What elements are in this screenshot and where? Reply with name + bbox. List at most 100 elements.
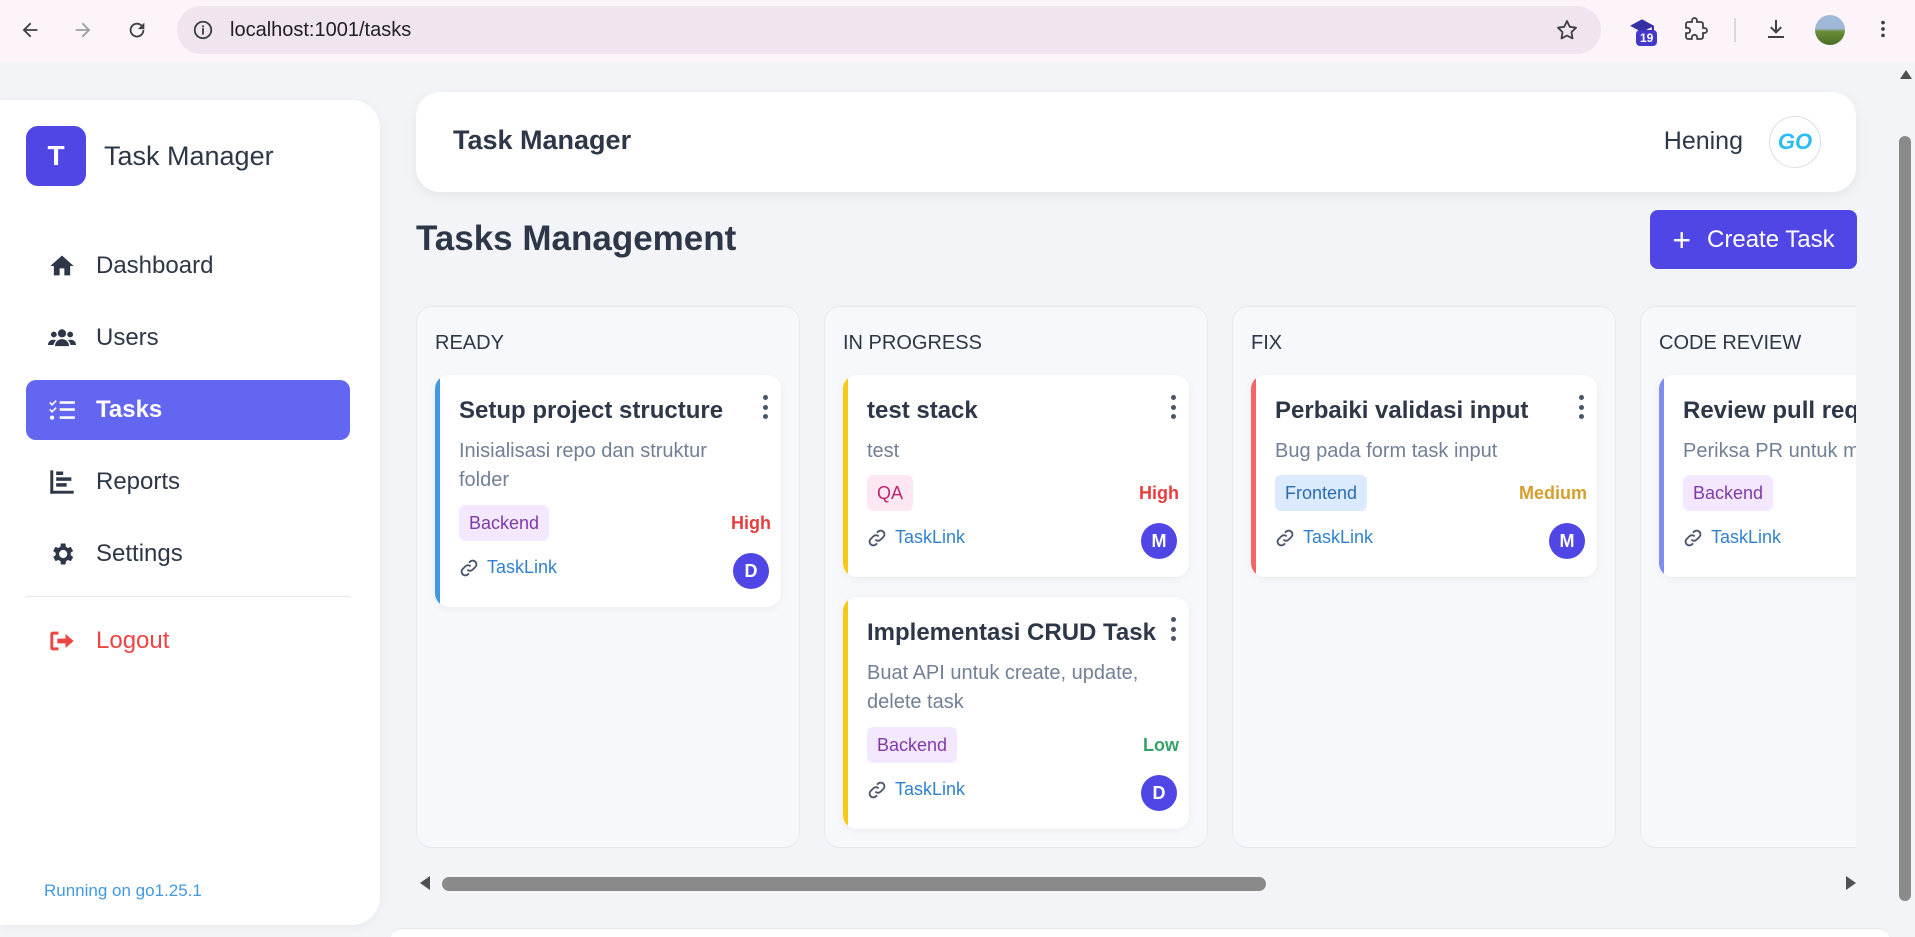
plus-icon: + [1672, 221, 1692, 258]
bookmark-star-icon[interactable] [1555, 18, 1579, 42]
kanban-board: READY Setup project structure Inisialisa… [416, 306, 1856, 848]
task-link[interactable]: TaskLink [867, 779, 965, 800]
card-menu-button[interactable] [761, 395, 769, 419]
assignee-avatar[interactable]: D [733, 553, 769, 589]
card-status-bar [1251, 375, 1256, 577]
card-description: Inisialisasi repo dan struktur folder [459, 440, 707, 491]
card-description: Periksa PR untuk merge [1683, 440, 1856, 462]
task-link[interactable]: TaskLink [867, 527, 965, 548]
card-tag: Frontend [1275, 475, 1368, 511]
card-menu-button[interactable] [1577, 395, 1585, 419]
user-name[interactable]: Hening [1663, 127, 1743, 155]
home-icon [50, 255, 74, 276]
card-status-bar [843, 375, 848, 577]
back-button[interactable] [8, 8, 52, 52]
sidebar-item-reports[interactable]: Reports [26, 452, 350, 512]
task-card[interactable]: Setup project structure Inisialisasi rep… [435, 375, 781, 607]
sidebar-item-dashboard[interactable]: Dashboard [26, 236, 350, 296]
sidebar-item-users[interactable]: Users [26, 308, 350, 368]
puzzle-icon [1685, 17, 1708, 40]
column-in-progress: IN PROGRESS test stack test QA High Task… [824, 306, 1208, 848]
runtime-version: Running on go1.25.1 [44, 881, 202, 900]
reload-button[interactable] [115, 8, 159, 52]
card-status-bar [1659, 375, 1664, 577]
extension-badge: 19 [1636, 30, 1658, 46]
dot-icon [1578, 395, 1584, 400]
sidebar-item-settings[interactable]: Settings [26, 524, 350, 584]
scrollbar-thumb[interactable] [1899, 136, 1911, 901]
toolbar-divider [1734, 18, 1736, 42]
url-text: localhost:1001/tasks [230, 18, 412, 41]
assignee-avatar[interactable]: M [1141, 523, 1177, 559]
link-icon [868, 781, 886, 798]
menu-divider [26, 596, 350, 597]
dot-icon [1578, 414, 1584, 419]
site-info-icon[interactable] [192, 19, 214, 41]
card-priority: High [731, 513, 771, 533]
brand-name: Task Manager [104, 140, 274, 171]
task-link[interactable]: TaskLink [1683, 527, 1781, 548]
sidebar-item-label: Reports [96, 468, 181, 495]
sidebar-item-tasks[interactable]: Tasks [26, 380, 350, 440]
extension-icon[interactable] [1627, 14, 1657, 44]
reload-icon [129, 22, 145, 38]
profile-avatar[interactable] [1815, 15, 1845, 45]
link-icon [460, 559, 478, 576]
address-bar[interactable]: localhost:1001/tasks [177, 6, 1601, 54]
downloads-button[interactable] [1761, 14, 1791, 44]
card-menu-button[interactable] [1169, 617, 1177, 641]
logout-label: Logout [96, 627, 170, 654]
dot-icon [1170, 395, 1176, 400]
extensions-button[interactable] [1681, 14, 1711, 44]
scroll-up-arrow-icon[interactable] [1900, 70, 1912, 79]
create-task-button[interactable]: + Create Task [1650, 210, 1857, 269]
card-priority: Low [1143, 735, 1179, 755]
task-card[interactable]: Implementasi CRUD Task Buat API untuk cr… [843, 597, 1189, 829]
forward-button[interactable] [61, 8, 105, 52]
users-icon [48, 329, 76, 347]
card-description: Bug pada form task input [1275, 440, 1498, 462]
column-title: READY [435, 332, 504, 354]
dot-icon [1170, 414, 1176, 419]
sidebar-menu: Dashboard Users Tasks Reports Settings L… [26, 236, 350, 683]
column-fix: FIX Perbaiki validasi input Bug pada for… [1232, 306, 1616, 848]
column-ready: READY Setup project structure Inisialisa… [416, 306, 800, 848]
task-card[interactable]: test stack test QA High TaskLink M [843, 375, 1189, 577]
browser-toolbar: localhost:1001/tasks 19 [0, 0, 1915, 62]
dot-icon [1170, 626, 1176, 632]
card-menu-button[interactable] [1169, 395, 1177, 419]
column-title: FIX [1251, 332, 1283, 354]
card-title: Setup project structure [459, 397, 724, 424]
brand[interactable]: T Task Manager [26, 126, 274, 186]
task-link[interactable]: TaskLink [459, 557, 557, 578]
page-vertical-scrollbar[interactable] [1895, 62, 1915, 937]
card-tag: QA [867, 475, 914, 511]
column-title: IN PROGRESS [843, 332, 982, 354]
logout-icon [50, 631, 74, 651]
scroll-right-arrow-icon[interactable] [1846, 876, 1856, 890]
user-avatar[interactable]: GO [1769, 116, 1821, 168]
brand-logo: T [26, 126, 86, 186]
scrollbar-thumb[interactable] [442, 877, 1266, 891]
task-link-label: TaskLink [895, 527, 966, 547]
browser-menu-button[interactable] [1868, 14, 1898, 44]
logout-button[interactable]: Logout [26, 611, 350, 671]
tasks-icon [49, 400, 75, 420]
assignee-avatar[interactable]: D [1141, 775, 1177, 811]
column-code-review: CODE REVIEW Review pull request Periksa … [1640, 306, 1856, 848]
dot-icon [762, 404, 768, 410]
task-card[interactable]: Review pull request Periksa PR untuk mer… [1659, 375, 1856, 577]
card-tag: Backend [1683, 475, 1774, 511]
more-vertical-icon [1881, 20, 1885, 38]
card-title: Review pull request [1683, 397, 1856, 424]
sidebar-item-label: Tasks [96, 396, 163, 423]
scroll-left-arrow-icon[interactable] [420, 876, 430, 890]
task-link[interactable]: TaskLink [1275, 527, 1373, 548]
sidebar: T Task Manager Dashboard Users Tasks Rep… [0, 100, 380, 925]
create-task-label: Create Task [1707, 225, 1835, 253]
gear-icon [53, 543, 74, 565]
board-horizontal-scrollbar[interactable] [416, 872, 1856, 896]
link-icon [868, 529, 886, 546]
assignee-avatar[interactable]: M [1549, 523, 1585, 559]
task-card[interactable]: Perbaiki validasi input Bug pada form ta… [1251, 375, 1597, 577]
